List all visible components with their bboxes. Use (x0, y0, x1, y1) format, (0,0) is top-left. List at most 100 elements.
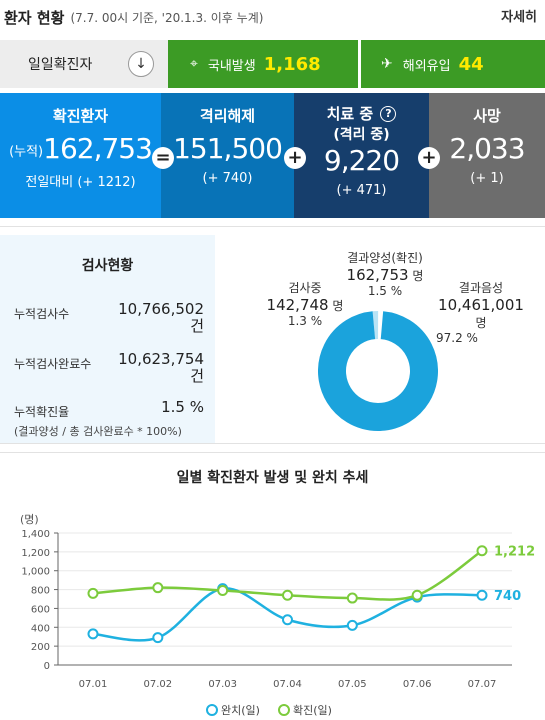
testing-note: (결과양성 / 총 검사완료수 * 100%) (14, 425, 182, 438)
y-tick-label: 800 (31, 586, 50, 597)
released-delta: (+ 740) (202, 171, 253, 186)
pending-value: 142,748 (266, 296, 329, 314)
y-tick-label: 200 (31, 642, 50, 653)
data-point[interactable] (282, 614, 293, 626)
testing-row-value: 10,766,502 (118, 300, 204, 318)
data-point[interactable] (152, 582, 164, 594)
y-tick-label: 600 (31, 604, 50, 615)
donut-label-pending: 검사중 142,748 명 1.3 % (250, 279, 360, 328)
testing-row-label: 누적확진율 (14, 405, 70, 419)
confirmed-label: 확진환자 (52, 107, 109, 125)
plus-icon: + (418, 147, 440, 169)
x-tick-label: 07.04 (273, 679, 302, 690)
donut-slice-negative (318, 311, 438, 431)
plus-icon: + (284, 147, 306, 169)
donut-label-negative: 결과음성 10,461,001 명 97.2 % (426, 279, 536, 345)
deaths-label: 사망 (473, 107, 501, 125)
released-value: 151,500 (173, 132, 283, 165)
treating-value: 9,220 (323, 144, 400, 177)
domestic-value: 1,168 (263, 53, 321, 75)
overseas-label: 해외유입 (402, 58, 451, 74)
data-point[interactable] (476, 545, 488, 557)
data-point[interactable] (476, 589, 488, 601)
treating-label-row: 치료 중 ? (294, 103, 429, 124)
donut-label-positive: 결과양성(확진) 162,753 명 1.5 % (330, 249, 440, 298)
deaths-delta: (+ 1) (470, 171, 504, 186)
domestic-label: 국내발생 (207, 58, 256, 74)
help-icon[interactable]: ? (380, 106, 397, 122)
testing-row-value: 10,623,754 (118, 350, 204, 368)
page-title: 환자 현황 (4, 8, 65, 27)
testing-row-value-box: 10,766,502 건 (118, 301, 204, 335)
data-point[interactable] (217, 585, 229, 597)
confirmed-card: 확진환자 (누적)162,753 전일대비 (+ 1212) (0, 93, 161, 218)
data-point[interactable] (346, 592, 358, 604)
series-end-label: 1,212 (494, 545, 535, 560)
detail-link[interactable]: 자세히 (501, 10, 537, 25)
overseas-value: 44 (458, 53, 484, 75)
legend-marker (278, 704, 290, 716)
x-tick-label: 07.06 (403, 679, 432, 690)
daily-label: 일일확진자 (28, 57, 93, 73)
overseas-box: ✈ 해외유입 44 (358, 40, 545, 88)
equals-icon: = (152, 147, 174, 169)
confirmed-value-row: (누적)162,753 (0, 132, 161, 165)
confirmed-delta: 전일대비 (+ 1212) (25, 175, 136, 190)
y-tick-label: 1,400 (21, 529, 50, 540)
pending-label: 검사중 (288, 281, 322, 295)
x-tick-label: 07.05 (338, 679, 367, 690)
page-subtitle: (7.7. 00시 기준, '20.1.3. 이후 누계) (70, 10, 264, 25)
testing-row-value: 1.5 % (161, 398, 204, 416)
pending-pct: 1.3 % (287, 314, 323, 328)
arrow-down-icon[interactable]: ↓ (128, 51, 154, 77)
airplane-icon: ✈ (381, 56, 393, 72)
legend-label[interactable]: 완치(일) (221, 703, 260, 717)
x-tick-label: 07.02 (144, 679, 173, 690)
y-tick-label: 400 (31, 623, 50, 634)
legend-label[interactable]: 확진(일) (293, 703, 332, 717)
x-tick-label: 07.01 (79, 679, 108, 690)
testing-row: 누적검사완료수 10,623,754 건 (14, 351, 210, 385)
deaths-value: 2,033 (449, 132, 525, 165)
testing-summary: 검사현황 누적검사수 10,766,502 건 누적검사완료수 10,623,7… (0, 235, 215, 443)
y-axis-label: (명) (20, 513, 39, 526)
negative-unit: 명 (475, 316, 487, 330)
deaths-card: 사망 2,033 (+ 1) (429, 93, 545, 218)
testing-panel: 검사현황 누적검사수 10,766,502 건 누적검사완료수 10,623,7… (0, 226, 545, 444)
treating-label: 치료 중 (326, 105, 374, 123)
data-point[interactable] (411, 589, 423, 601)
positive-pct: 1.5 % (367, 284, 403, 298)
testing-row-label: 누적검사완료수 (14, 357, 92, 371)
positive-label: 결과양성(확진) (347, 251, 423, 265)
trend-line-chart: (명) 0 200 400 600 800 1,000 1,200 1,400 07.01 07.0… (20, 513, 535, 717)
data-point[interactable] (346, 619, 358, 631)
legend-marker (206, 704, 218, 716)
stats-panel: 확진환자 (누적)162,753 전일대비 (+ 1212) 격리해제 151,… (0, 93, 545, 218)
treating-delta: (+ 471) (336, 183, 387, 198)
testing-row: 누적검사수 10,766,502 건 (14, 301, 210, 335)
map-pin-icon: ⌖ (190, 56, 198, 72)
daily-label-box: 일일확진자 ↓ (0, 40, 168, 88)
testing-row: 누적확진율 1.5 % (14, 399, 210, 420)
chart-title: 일별 확진환자 발생 및 완치 추세 (176, 470, 369, 486)
data-point[interactable] (152, 632, 164, 644)
x-tick-label: 07.03 (208, 679, 237, 690)
page-header: 환자 현황 (7.7. 00시 기준, '20.1.3. 이후 누계) 자세히 (0, 0, 545, 34)
test-donut-chart (318, 311, 438, 431)
trend-chart-panel: 일별 확진환자 발생 및 완치 추세 (명) 0 200 400 600 800 1,000… (0, 452, 545, 720)
testing-row-unit: 건 (190, 317, 204, 335)
domestic-box: ⌖ 국내발생 1,168 (168, 40, 358, 88)
series-end-label: 740 (494, 589, 521, 604)
pending-unit: 명 (332, 299, 344, 313)
data-point[interactable] (87, 628, 99, 640)
data-point[interactable] (87, 587, 99, 599)
x-tick-label: 07.07 (468, 679, 497, 690)
treating-sublabel: (격리 중) (333, 127, 390, 143)
testing-row-label: 누적검사수 (14, 307, 70, 321)
testing-row-unit: 건 (190, 367, 204, 385)
testing-title: 검사현황 (81, 258, 134, 274)
y-tick-label: 1,200 (21, 548, 50, 559)
negative-value: 10,461,001 (438, 296, 524, 314)
data-point[interactable] (282, 589, 293, 601)
confirmed-prefix: (누적) (9, 144, 44, 160)
